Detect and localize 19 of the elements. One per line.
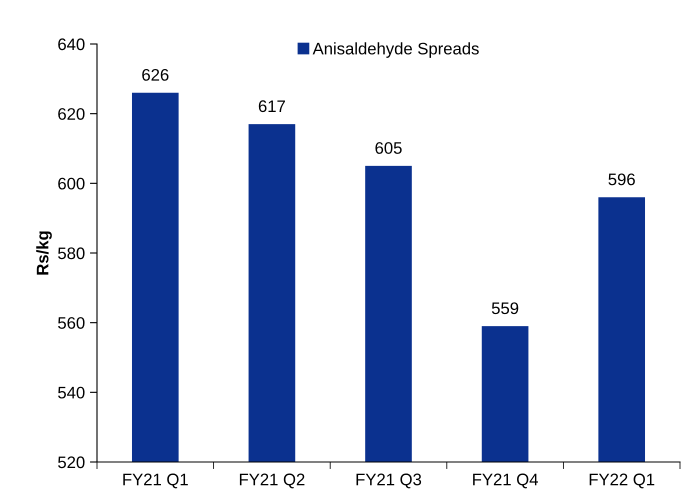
y-tick-label: 640: [58, 38, 85, 50]
y-tick-label: 620: [58, 108, 85, 120]
y-tick-label: 520: [58, 456, 85, 468]
y-tick-label: 560: [58, 317, 85, 329]
data-label: 617: [258, 100, 285, 112]
x-tick-label: FY22 Q1: [590, 474, 654, 488]
y-tick-label: 580: [58, 247, 85, 260]
data-label: 596: [608, 173, 635, 186]
data-label: 559: [492, 302, 518, 314]
x-tick-label: FY21 Q1: [123, 474, 188, 488]
legend-label: Anisaldehyde Spreads: [312, 42, 479, 58]
y-tick-label: 600: [58, 178, 85, 190]
y-axis-title: Rs/kg: [36, 231, 52, 275]
x-tick-label: FY21 Q3: [356, 474, 422, 488]
data-label: 626: [142, 68, 168, 81]
y-tick-label: 540: [58, 386, 85, 399]
x-tick-label: FY21 Q4: [473, 474, 538, 488]
data-label: 605: [375, 142, 402, 154]
x-tick-label: FY21 Q2: [240, 474, 304, 488]
